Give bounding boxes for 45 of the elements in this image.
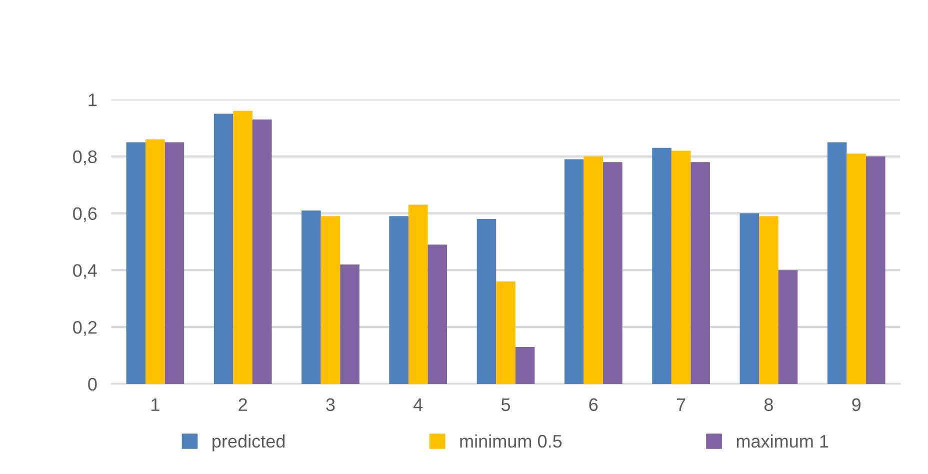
bar <box>164 142 184 384</box>
x-tick-label: 5 <box>501 398 510 412</box>
bar <box>320 216 340 384</box>
legend-label: maximum 1 <box>736 434 828 448</box>
y-tick-label: 1 <box>88 94 97 106</box>
x-tick-label: 7 <box>676 398 686 411</box>
x-tick-label: 3 <box>326 398 335 412</box>
bar <box>340 264 360 384</box>
y-tick-label: 0,4 <box>73 264 97 280</box>
y-tick-label: 0,6 <box>73 207 97 222</box>
legend-label: predicted <box>212 434 285 452</box>
legend-label: minimum 0.5 <box>460 434 562 448</box>
bar <box>302 210 321 384</box>
bar <box>652 148 672 384</box>
bar <box>564 159 584 384</box>
x-tick-label: 4 <box>414 398 423 411</box>
bar <box>146 139 165 384</box>
bar <box>252 119 272 384</box>
bar <box>126 142 146 384</box>
bar <box>846 154 866 384</box>
bar <box>690 162 710 384</box>
bar <box>476 218 496 384</box>
bar <box>603 162 622 384</box>
bar <box>671 150 691 384</box>
bar <box>428 244 448 384</box>
bar <box>496 282 516 384</box>
x-tick-label: 9 <box>852 398 861 412</box>
y-tick-label: 0,8 <box>73 150 97 166</box>
bar <box>408 204 428 384</box>
x-tick-label: 2 <box>238 398 247 411</box>
y-tick-label: 0,2 <box>73 320 97 336</box>
y-tick-label: 0 <box>88 378 97 391</box>
x-tick-label: 8 <box>764 398 773 412</box>
bar <box>389 216 408 384</box>
x-tick-label: 6 <box>589 398 598 412</box>
bar <box>740 213 760 384</box>
bar <box>233 110 252 384</box>
bar <box>866 156 886 384</box>
bar <box>778 270 798 384</box>
bar <box>759 216 778 384</box>
bar <box>827 142 847 384</box>
bar <box>515 346 535 384</box>
x-tick-label: 1 <box>152 398 160 411</box>
bar <box>584 156 604 384</box>
bar <box>214 114 234 384</box>
